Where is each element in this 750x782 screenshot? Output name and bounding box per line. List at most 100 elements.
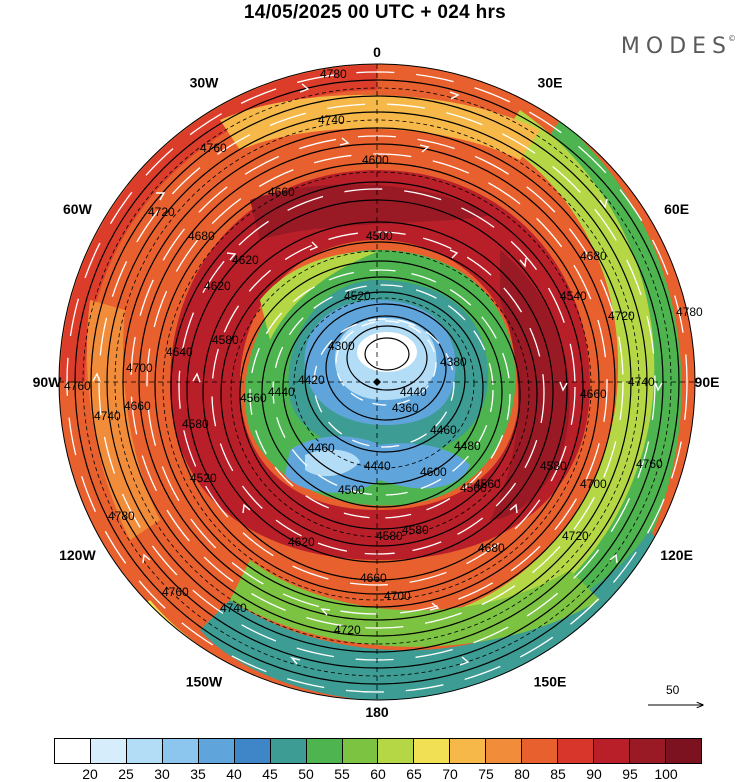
map-title: 14/05/2025 00 UTC + 024 hrs	[243, 2, 507, 23]
colorbar-swatch	[55, 739, 91, 763]
inner-yellowgreen-region	[260, 251, 377, 340]
contour-label: 4380	[440, 355, 467, 369]
contour-label: 4700	[580, 477, 607, 491]
contour-label: 4300	[328, 339, 355, 353]
copyright-mark: ©	[728, 34, 736, 43]
colorbar-swatch	[270, 739, 307, 763]
colorbar-tick-label: 35	[190, 766, 206, 782]
contour-label: 4440	[400, 385, 427, 399]
contour-label: 4660	[124, 399, 151, 413]
colorbar-swatches	[54, 738, 702, 764]
blue-lobe-south-light	[305, 449, 360, 477]
contour-label: 4540	[560, 289, 587, 303]
contour-label: 4680	[580, 249, 607, 263]
contour-label: 4460	[308, 441, 335, 455]
contour-label: 4760	[162, 585, 189, 599]
wind-band-south-green	[230, 560, 600, 647]
wind-speed-field	[59, 64, 695, 700]
contour-label: 4560	[460, 481, 487, 495]
map-boundary	[58, 63, 696, 701]
colorbar: 20 25 30 35 40 45 50 55 60 65 70 75 80 85 90 95 100	[54, 738, 702, 782]
contour-label: 4700	[384, 589, 411, 603]
contour-label: 4440	[268, 385, 295, 399]
brand-text: MODES	[620, 34, 732, 59]
colorbar-swatch	[198, 739, 235, 763]
colorbar-swatch	[414, 739, 451, 763]
longitude-label-150e: 150E	[534, 674, 567, 690]
colorbar-swatch	[630, 739, 666, 763]
longitude-label-180: 180	[365, 704, 389, 720]
contour-label: 4660	[268, 185, 295, 199]
contour-label: 4460	[430, 423, 457, 437]
longitude-labels: 0 30E 60E 90E 120E 150E 180 150W 120W 90W 60W 30W	[33, 44, 720, 720]
colorbar-swatch	[486, 739, 523, 763]
colorbar-tick-label: 75	[478, 766, 494, 782]
colorbar-swatch	[594, 739, 630, 763]
longitude-label-120e: 120E	[660, 547, 693, 563]
colorbar-swatch	[522, 739, 559, 763]
contour-label: 4760	[200, 141, 227, 155]
colorbar-swatch	[378, 739, 415, 763]
contour-label: 4660	[360, 571, 387, 585]
longitude-label-60w: 60W	[63, 201, 93, 217]
stream-arrows	[92, 83, 663, 666]
colorbar-tick-label: 55	[334, 766, 350, 782]
colorbar-swatch	[162, 739, 199, 763]
pole-marker	[373, 378, 381, 386]
colorbar-tick-label: 25	[118, 766, 134, 782]
colorbar-tick-label: 100	[654, 766, 678, 782]
contour-label: 4480	[454, 439, 481, 453]
colorbar-tick-label: 30	[154, 766, 170, 782]
contour-labels: 4780 4740 4760 4720 4680 4660 4600 4540 4620 4500…	[64, 67, 703, 637]
contour-label: 4720	[608, 309, 635, 323]
contour-label: 4440	[364, 459, 391, 473]
wind-band-west-orange	[86, 300, 160, 540]
colorbar-tick-label: 50	[298, 766, 314, 782]
colorbar-tick-labels: 20 25 30 35 40 45 50 55 60 65 70 75 80 85 90 95 100	[54, 764, 702, 782]
reference-vector-label: 50	[666, 683, 680, 697]
contour-label: 4780	[108, 509, 135, 523]
colorbar-tick-label: 45	[262, 766, 278, 782]
contour-label: 4700	[126, 361, 153, 375]
longitude-label-90w: 90W	[33, 374, 63, 390]
longitude-label-60e: 60E	[664, 201, 689, 217]
longitude-label-30e: 30E	[538, 74, 563, 90]
colorbar-swatch	[558, 739, 595, 763]
contour-label: 4580	[376, 529, 403, 543]
colorbar-swatch	[450, 739, 487, 763]
contour-label: 4580	[182, 417, 209, 431]
contour-label: 4740	[628, 375, 655, 389]
longitude-label-0: 0	[373, 44, 381, 60]
colorbar-tick-label: 40	[226, 766, 242, 782]
contour-label: 4600	[420, 465, 447, 479]
jet-max-east	[490, 250, 570, 520]
contour-label: 4600	[362, 153, 389, 167]
contour-label: 4560	[474, 477, 501, 491]
contour-label: 4620	[288, 535, 315, 549]
longitude-label-150w: 150W	[186, 674, 223, 690]
contour-label: 4740	[318, 113, 345, 127]
contour-label: 4740	[220, 601, 247, 615]
colorbar-swatch	[90, 739, 127, 763]
contour-label: 4520	[344, 289, 371, 303]
colorbar-tick-label: 85	[550, 766, 566, 782]
wind-band-outer-red	[60, 65, 377, 382]
contour-label: 4580	[212, 333, 239, 347]
colorbar-swatch	[234, 739, 271, 763]
contour-label: 4680	[478, 541, 505, 555]
colorbar-tick-label: 65	[406, 766, 422, 782]
contour-label: 4720	[334, 623, 361, 637]
contour-label: 4500	[366, 229, 393, 243]
contour-label: 4500	[338, 483, 365, 497]
contour-label: 4580	[402, 523, 429, 537]
longitude-label-90e: 90E	[695, 374, 720, 390]
contour-label: 4420	[298, 373, 325, 387]
contour-label: 4560	[240, 391, 267, 405]
contour-label: 4660	[580, 387, 607, 401]
contour-label: 4760	[64, 379, 91, 393]
longitude-label-120w: 120W	[59, 547, 96, 563]
contour-label: 4520	[190, 471, 217, 485]
colorbar-tick-label: 90	[586, 766, 602, 782]
colorbar-swatch	[665, 739, 701, 763]
jet-max-north	[250, 184, 490, 240]
